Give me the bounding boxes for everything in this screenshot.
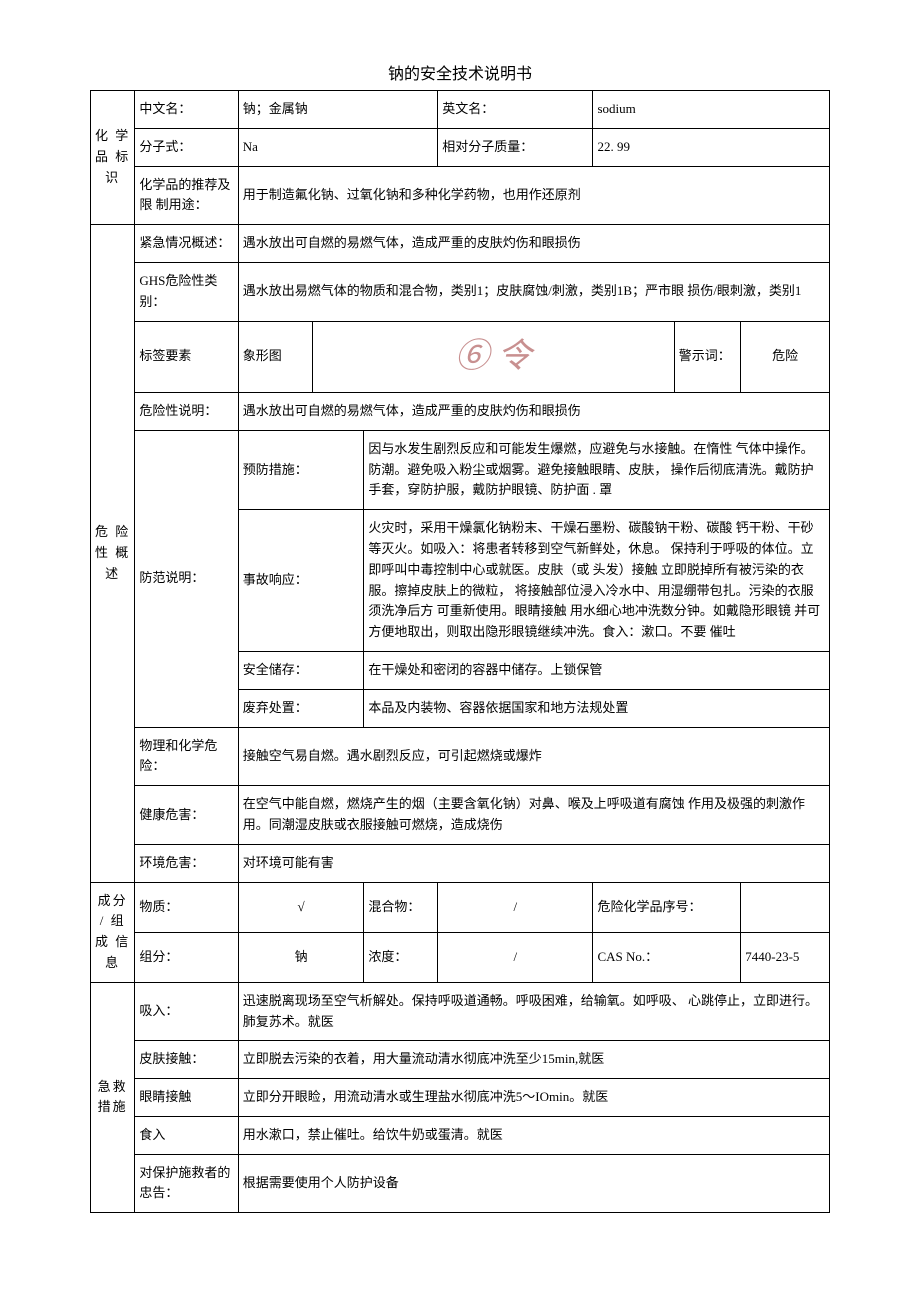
substance-label: 物质：	[135, 882, 238, 932]
health-value: 在空气中能自燃，燃烧产生的烟（主要含氧化钠）对鼻、喉及上呼吸道有腐蚀 作用及极强…	[238, 786, 829, 845]
precaution-label: 防范说明：	[135, 430, 238, 727]
disposal-value: 本品及内装物、容器依据国家和地方法规处置	[364, 689, 830, 727]
skin-value: 立即脱去污染的衣着，用大量流动清水彻底冲洗至少15min,就医	[238, 1041, 829, 1079]
formula-value: Na	[238, 128, 438, 166]
mixture-value: /	[438, 882, 593, 932]
disposal-label: 废弃处置：	[238, 689, 364, 727]
eye-value: 立即分开眼睑，用流动清水或生理盐水彻底冲洗5～IOmin。就医	[238, 1079, 829, 1117]
rescuer-label: 对保护施救者的忠告：	[135, 1154, 238, 1213]
mixture-label: 混合物：	[364, 882, 438, 932]
en-name-label: 英文名：	[438, 91, 593, 129]
physchem-value: 接触空气易自燃。遇水剧烈反应，可引起燃烧或爆炸	[238, 727, 829, 786]
casno-value: 7440-23-5	[741, 932, 830, 982]
sds-table: 化 学 品 标 识 中文名： 钠；金属钠 英文名： sodium 分子式： Na…	[90, 90, 830, 1213]
ingest-label: 食入	[135, 1116, 238, 1154]
hazstmt-label: 危险性说明：	[135, 392, 238, 430]
section3-header: 成分 / 组 成 信 息	[91, 882, 135, 982]
casno-label: CAS No.：	[593, 932, 741, 982]
pictogram-label: 象形图	[238, 321, 312, 392]
component-label: 组分：	[135, 932, 238, 982]
hazchem-no-value	[741, 882, 830, 932]
inhale-value: 迅速脱离现场至空气析解处。保持呼吸道通畅。呼吸困难，给输氧。如呼吸、 心跳停止，…	[238, 982, 829, 1041]
prevention-label: 预防措施：	[238, 430, 364, 509]
use-value: 用于制造氟化钠、过氧化钠和多种化学药物，也用作还原剂	[238, 166, 829, 225]
ghs-label: GHS危险性类别：	[135, 262, 238, 321]
ghs-value: 遇水放出易燃气体的物质和混合物，类别1；皮肤腐蚀/刺激，类别1B；严市眼 损伤/…	[238, 262, 829, 321]
molwt-value: 22. 99	[593, 128, 830, 166]
component-value: 钠	[238, 932, 364, 982]
rescuer-value: 根据需要使用个人防护设备	[238, 1154, 829, 1213]
molwt-label: 相对分子质量：	[438, 128, 593, 166]
formula-label: 分子式：	[135, 128, 238, 166]
cn-name-label: 中文名：	[135, 91, 238, 129]
storage-label: 安全储存：	[238, 651, 364, 689]
section2-header: 危 险 性 概 述	[91, 225, 135, 882]
document-title: 钠的安全技术说明书	[90, 60, 830, 84]
health-label: 健康危害：	[135, 786, 238, 845]
section1-header: 化 学 品 标 识	[91, 91, 135, 225]
ingest-value: 用水漱口，禁止催吐。给饮牛奶或蛋清。就医	[238, 1116, 829, 1154]
prevention-value: 因与水发生剧烈反应和可能发生爆燃，应避免与水接触。在惰性 气体中操作。防潮。避免…	[364, 430, 830, 509]
signalword-label: 警示词：	[674, 321, 741, 392]
physchem-label: 物理和化学危险：	[135, 727, 238, 786]
emergency-label: 紧急情况概述：	[135, 225, 238, 263]
concentration-value: /	[438, 932, 593, 982]
section4-header: 急救措施	[91, 982, 135, 1213]
cn-name-value: 钠；金属钠	[238, 91, 438, 129]
hazstmt-value: 遇水放出可自燃的易燃气体，造成严重的皮肤灼伤和眼损伤	[238, 392, 829, 430]
eye-label: 眼睛接触	[135, 1079, 238, 1117]
skin-label: 皮肤接触：	[135, 1041, 238, 1079]
emergency-value: 遇水放出可自燃的易燃气体，造成严重的皮肤灼伤和眼损伤	[238, 225, 829, 263]
storage-value: 在干燥处和密闭的容器中储存。上锁保管	[364, 651, 830, 689]
substance-value: √	[238, 882, 364, 932]
env-value: 对环境可能有害	[238, 844, 829, 882]
use-label: 化学品的推荐及限 制用途：	[135, 166, 238, 225]
env-label: 环境危害：	[135, 844, 238, 882]
concentration-label: 浓度：	[364, 932, 438, 982]
inhale-label: 吸入：	[135, 982, 238, 1041]
labelelem-label: 标签要素	[135, 321, 238, 392]
en-name-value: sodium	[593, 91, 830, 129]
hazchem-no-label: 危险化学品序号：	[593, 882, 741, 932]
response-value: 火灾时，采用干燥氯化钠粉末、干燥石墨粉、碳酸钠干粉、碳酸 钙干粉、干砂等灭火。如…	[364, 510, 830, 652]
response-label: 事故响应：	[238, 510, 364, 652]
signalword-value: 危险	[741, 321, 830, 392]
pictogram-image: ⑥ 令	[312, 321, 674, 392]
